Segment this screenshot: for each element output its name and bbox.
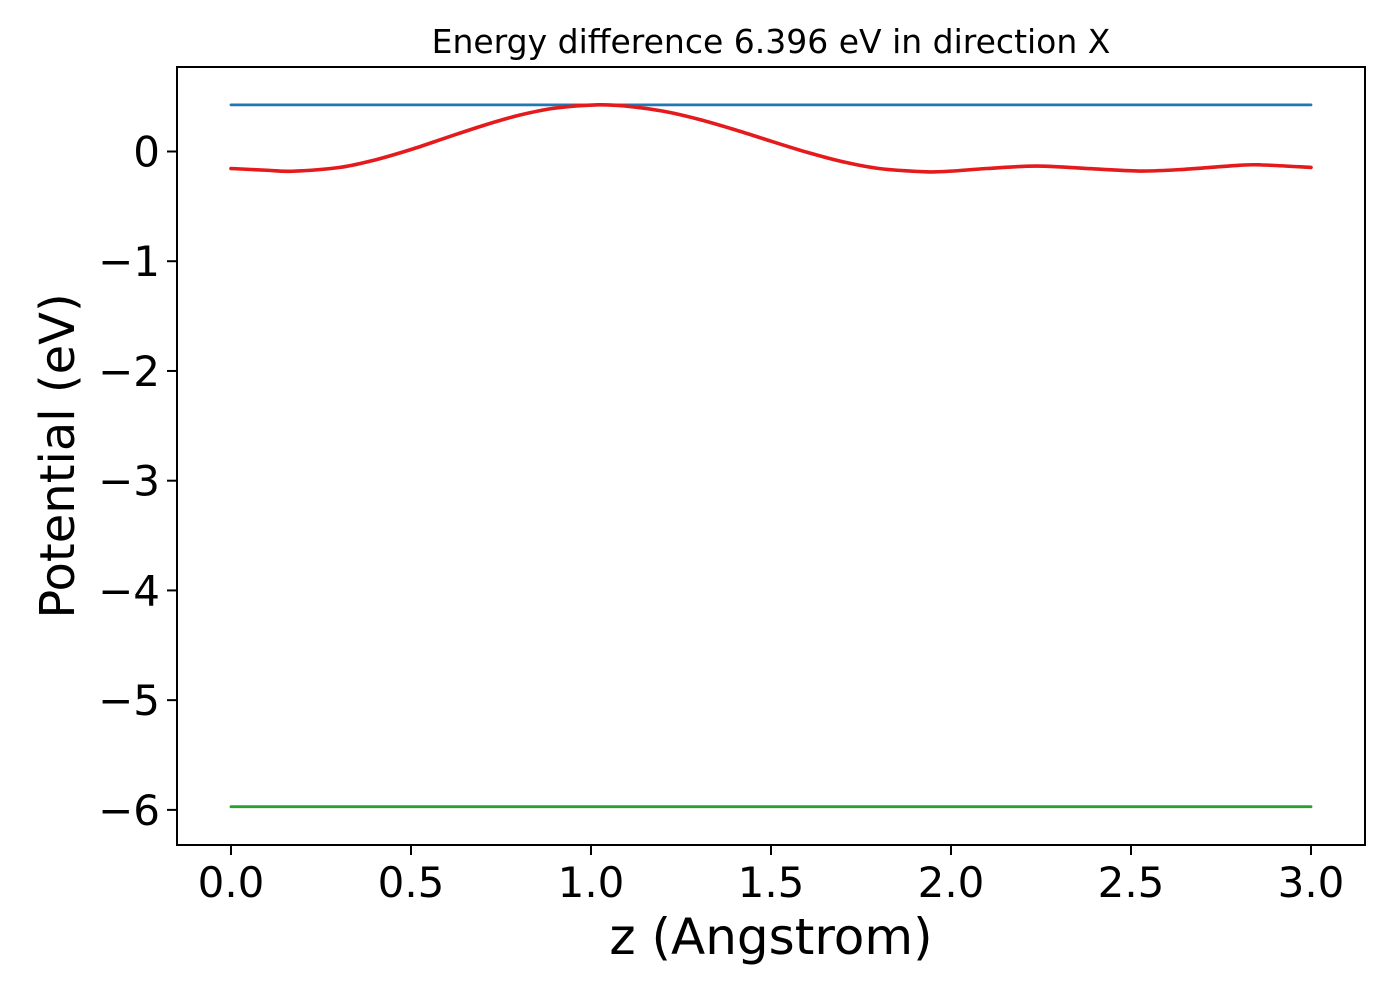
y-tick-label: −2 [98,347,160,396]
x-tick-label: 1.0 [558,858,625,907]
y-tick-label: −4 [98,566,160,615]
y-tick-label: −5 [98,676,160,725]
y-tick-label: 0 [133,127,160,176]
y-tick-label: −6 [98,786,160,835]
chart-title: Energy difference 6.396 eV in direction … [431,22,1111,61]
x-tick-label: 0.5 [378,858,445,907]
y-tick-label: −3 [98,457,160,506]
x-tick-label: 1.5 [738,858,805,907]
x-tick-label: 3.0 [1278,858,1345,907]
y-tick-label: −1 [98,237,160,286]
axes-frame [176,66,1366,846]
x-tick-label: 0.0 [198,858,265,907]
x-axis-label: z (Angstrom) [609,908,933,966]
series-line-potential-curve [229,102,1313,174]
x-tick-label: 2.0 [918,858,985,907]
x-tick-label: 2.5 [1098,858,1165,907]
